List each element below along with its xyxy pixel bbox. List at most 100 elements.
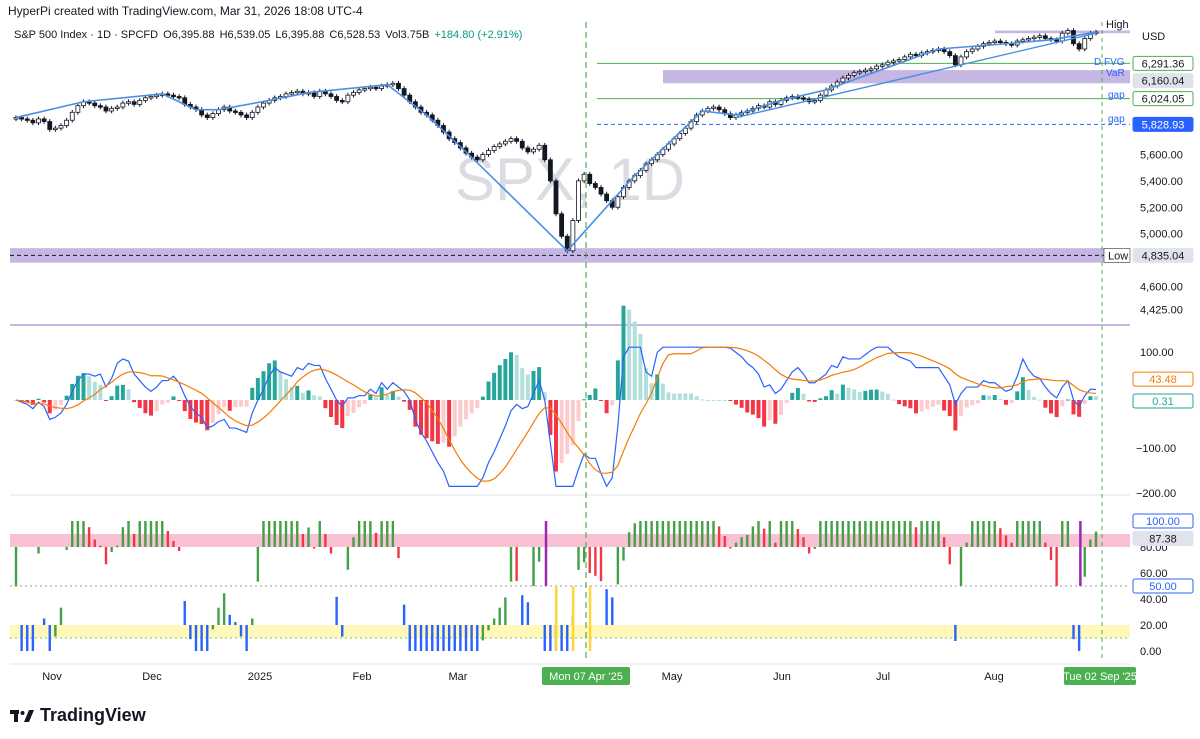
oscillator-bar — [290, 521, 293, 547]
candle-down — [334, 96, 340, 101]
candle-down — [19, 117, 25, 120]
macd-histogram-bar — [441, 400, 446, 443]
price-tag-0: 6,291.36 — [1142, 58, 1185, 70]
oscillator-bar — [661, 521, 665, 547]
macd-histogram-bar — [447, 400, 452, 447]
candle-up — [148, 96, 154, 99]
macd-histogram-bar — [284, 379, 288, 400]
macd-histogram-bar — [509, 352, 513, 400]
oscillator-bar — [774, 542, 777, 547]
oscillator-bar — [262, 521, 265, 547]
oscillator-bar — [492, 618, 496, 625]
oscillator-bar — [76, 521, 80, 547]
tradingview-logo[interactable]: TradingView — [10, 705, 146, 726]
macd-histogram-bar — [947, 400, 952, 417]
candle-up — [289, 92, 295, 95]
time-marker-label: Mon 07 Apr '25 — [549, 671, 623, 683]
oscillator-bar — [1038, 521, 1041, 547]
oscillator-bar — [442, 625, 445, 651]
oscillator-bar — [796, 529, 800, 547]
macd-histogram-bar — [126, 389, 131, 400]
macd-histogram-bar — [25, 400, 30, 403]
candle-up — [486, 150, 491, 155]
oscillator-bar — [813, 547, 816, 549]
macd-histogram-bar — [683, 393, 688, 400]
macd-histogram-bar — [42, 400, 47, 403]
oscillator-bar — [301, 534, 305, 547]
oscillator-bar — [172, 541, 175, 547]
candle-up — [862, 69, 868, 73]
macd-histogram-bar — [239, 400, 243, 407]
oscillator-bar — [127, 521, 130, 547]
oscillator-bar — [588, 547, 591, 573]
macd-histogram-bar — [846, 387, 851, 400]
macd-histogram-bar — [419, 400, 423, 435]
macd-histogram-bar — [98, 384, 103, 400]
macd-tag-0-box — [1132, 371, 1194, 387]
macd-histogram-bar — [374, 397, 378, 400]
macd-histogram-bar — [210, 400, 215, 424]
macd-histogram-bar — [1009, 400, 1014, 404]
oscillator-bar — [419, 625, 423, 651]
macd-tick-label: 100.00 — [1140, 347, 1174, 359]
oscillator-bar — [914, 527, 918, 547]
macd-histogram-bar — [250, 387, 255, 400]
macd-histogram-bar — [610, 400, 615, 406]
macd-histogram-bar — [160, 400, 165, 405]
candle-up — [986, 42, 992, 45]
oscillator-bar — [757, 521, 760, 547]
oscillator-bar — [627, 532, 631, 547]
osc-tick-label: 40.00 — [1140, 594, 1168, 606]
macd-histogram-bar — [154, 400, 159, 412]
macd-histogram-bar — [880, 391, 885, 400]
oscillator-bar — [279, 521, 282, 547]
oscillator-bar — [976, 521, 980, 547]
oscillator-bar — [605, 589, 608, 625]
oscillator-bar — [116, 545, 119, 548]
oscillator-bar — [155, 521, 158, 547]
oscillator-bar — [852, 521, 856, 547]
macd-histogram-bar — [424, 400, 429, 439]
macd-histogram-bar — [666, 392, 671, 400]
oscillator-bar — [341, 625, 344, 637]
legend-change: +184.80 (+2.91%) — [434, 29, 523, 41]
zigzag-line — [15, 31, 1097, 252]
oscillator-bar — [785, 521, 788, 547]
macd-histogram-bar — [413, 400, 418, 427]
oscillator-bar — [869, 521, 873, 547]
macd-histogram-bar — [520, 367, 525, 400]
oscillator-bar — [1094, 531, 1098, 547]
candle-down — [716, 106, 722, 111]
oscillator-bar — [824, 521, 828, 547]
candle-up — [390, 82, 396, 86]
macd-histogram-bar — [621, 305, 626, 400]
macd-histogram-bar — [452, 400, 457, 437]
yellow-signal-bar — [571, 586, 575, 651]
macd-histogram-bar — [458, 400, 463, 427]
annotation-low-box — [1103, 248, 1131, 263]
macd-histogram-bar — [233, 400, 238, 408]
candle-up — [1031, 36, 1037, 40]
candle-up — [1020, 39, 1026, 42]
price-tick-label: 5,200.00 — [1140, 202, 1183, 214]
macd-histogram-bar — [1054, 400, 1059, 418]
candle-down — [1076, 43, 1082, 50]
macd-histogram-bar — [739, 400, 744, 408]
oscillator-bar — [104, 547, 108, 565]
oscillator-bar — [532, 547, 535, 586]
annotation-low: Low — [1108, 250, 1128, 262]
legend-symbol[interactable]: S&P 500 Index · 1D · SPCFD — [14, 29, 159, 41]
chart-attribution: HyperPi created with TradingView.com, Ma… — [8, 4, 363, 18]
macd-histogram-bar — [1082, 400, 1087, 404]
candle-down — [801, 97, 806, 100]
macd-histogram-bar — [998, 399, 1003, 401]
oscillator-bar — [740, 537, 743, 547]
price-tick-label: 4,425.00 — [1140, 304, 1183, 316]
footer-brand: TradingView — [40, 705, 146, 725]
oscillator-bar — [942, 537, 946, 547]
oscillator-bar — [459, 625, 462, 651]
osc-tag-1-box — [1132, 530, 1194, 546]
macd-histogram-bar — [357, 400, 362, 408]
macd-histogram-bar — [711, 400, 716, 401]
